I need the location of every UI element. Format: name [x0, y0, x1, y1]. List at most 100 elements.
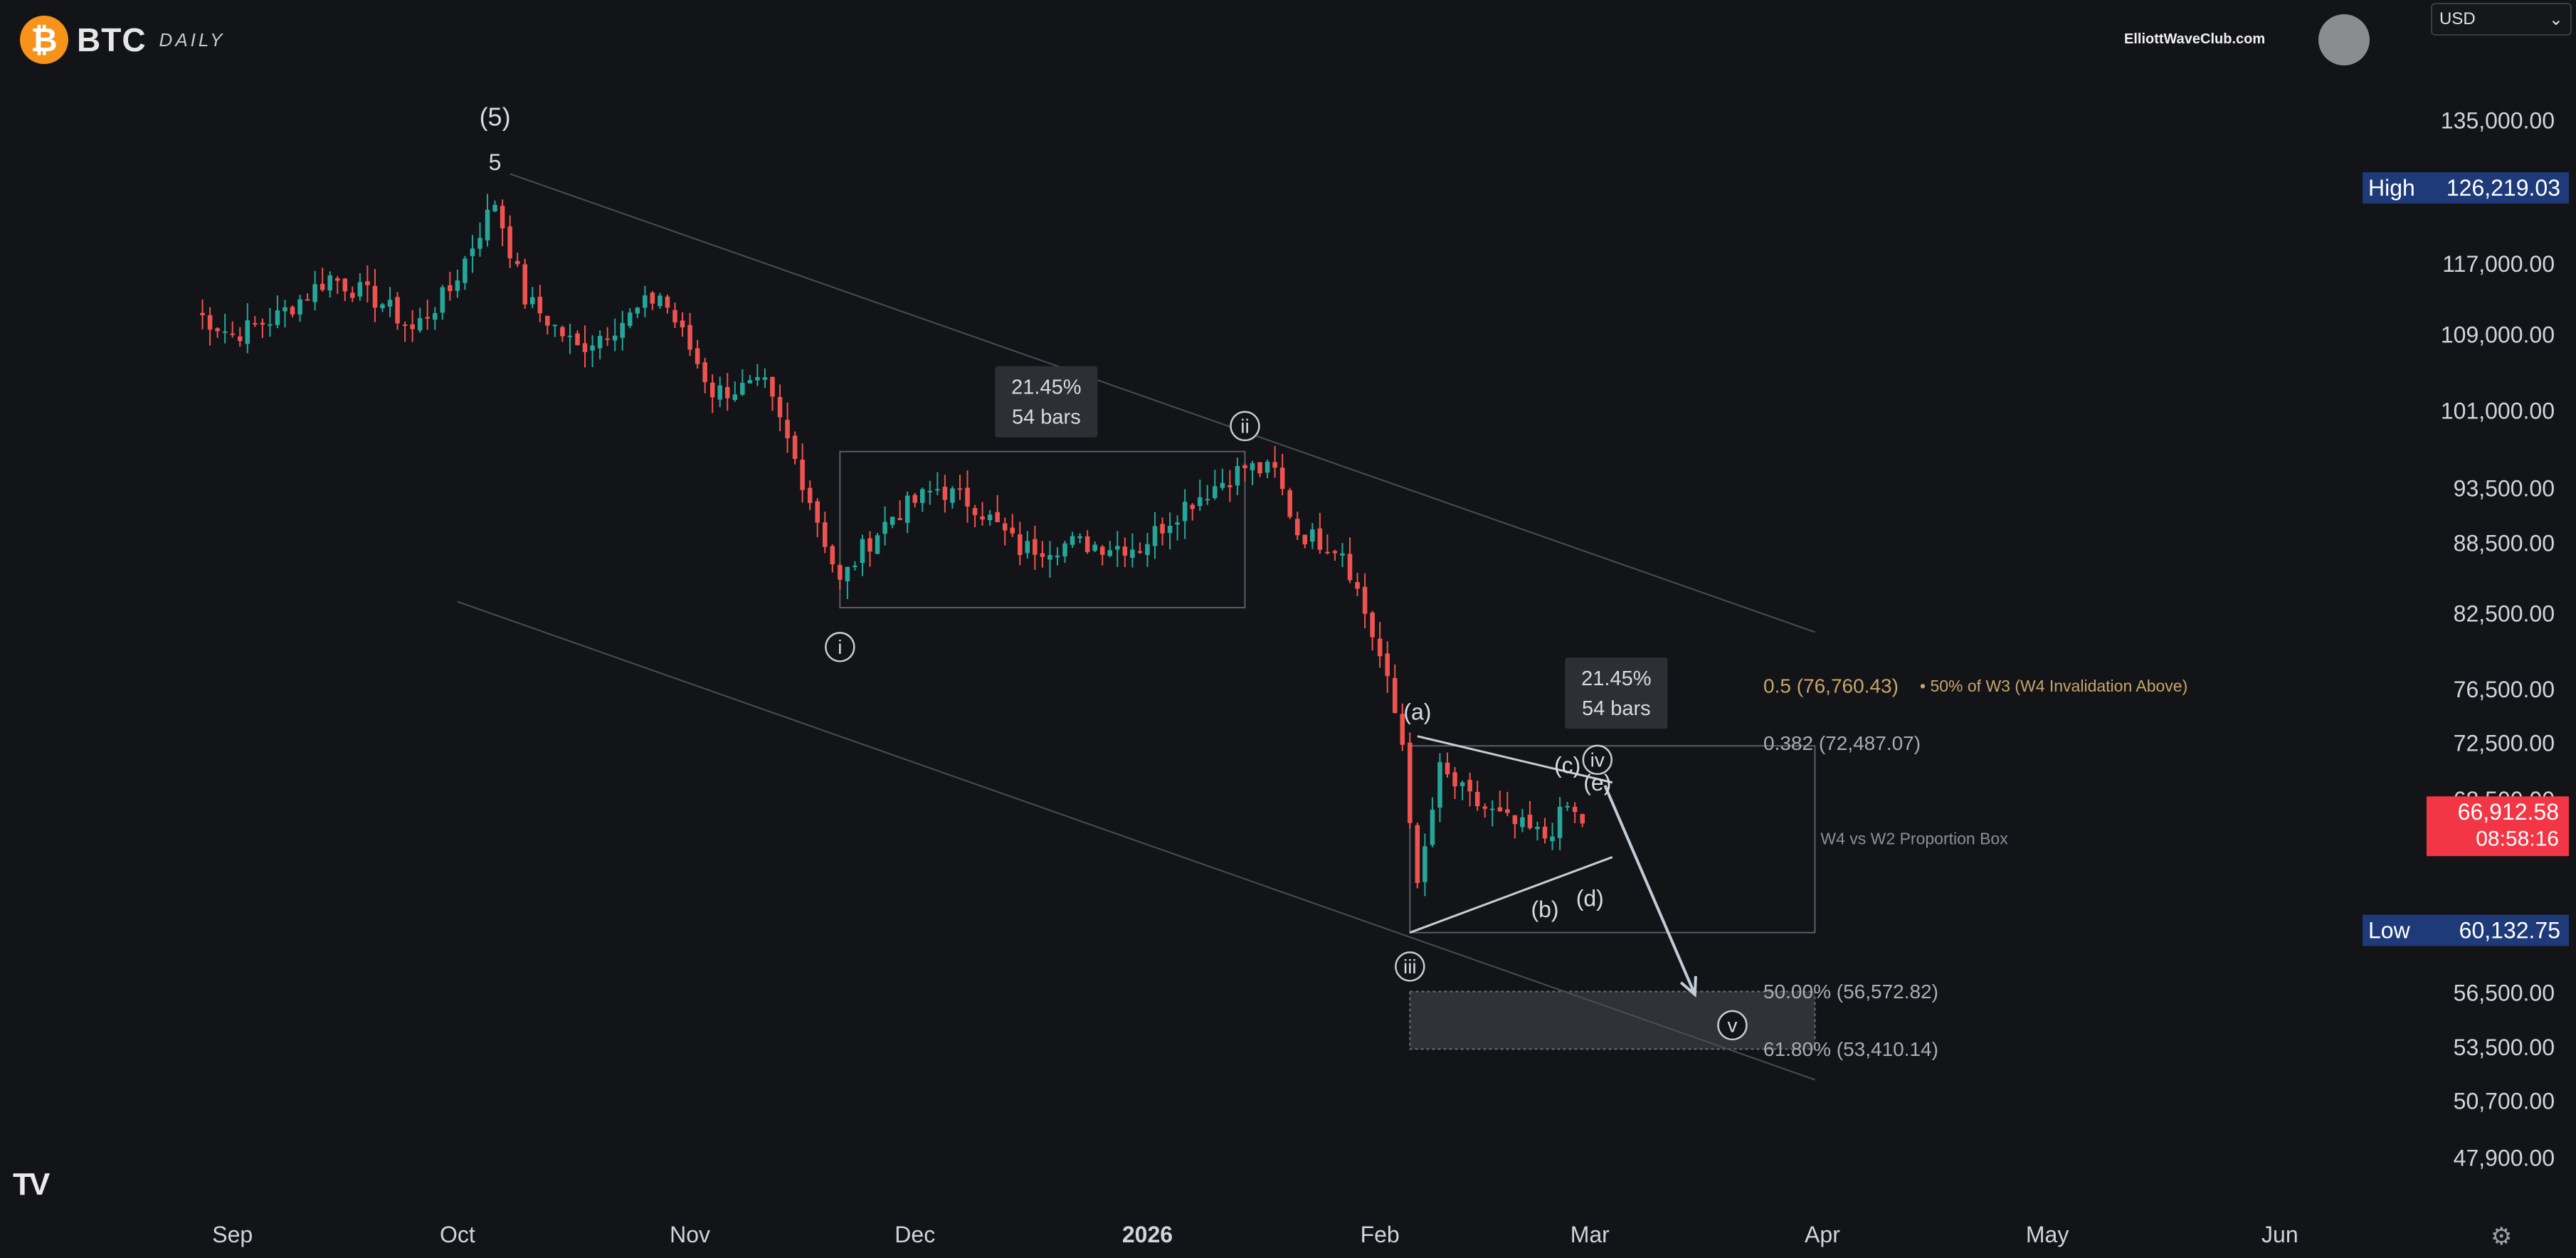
candle-body — [1400, 714, 1405, 745]
candle-body — [275, 310, 280, 325]
candle-body — [980, 516, 985, 520]
x-axis-tick-label: Apr — [1805, 1222, 1840, 1247]
candle-body — [253, 323, 258, 325]
fib-level-note: • 50% of W3 (W4 Invalidation Above) — [1920, 677, 2187, 695]
candle-body — [1279, 467, 1285, 490]
triangle-lower-line — [1409, 856, 1613, 934]
candle-body — [1235, 466, 1240, 486]
currency-value: USD — [2439, 9, 2476, 28]
candle-body — [777, 396, 783, 418]
interval-label: DAILY — [159, 28, 226, 51]
candle-body — [838, 565, 843, 580]
wave-label: (d) — [1576, 885, 1604, 911]
candle-body — [470, 248, 475, 256]
symbol-header: ₿ BTC DAILY — [20, 16, 225, 64]
candle-body — [1474, 791, 1480, 807]
candle-body — [890, 517, 895, 525]
candle-body — [1430, 810, 1435, 845]
box-percent-label: 21.45% — [1581, 667, 1651, 690]
candle-body — [1415, 825, 1420, 883]
currency-select[interactable]: USD ⌄ — [2431, 3, 2572, 36]
price-marker-label: High — [2368, 175, 2415, 201]
candle-body — [702, 362, 707, 383]
candle-body — [1385, 653, 1390, 677]
candle-body — [957, 488, 963, 490]
y-axis-tick-label: 53,500.00 — [2454, 1035, 2555, 1060]
candle-body — [1497, 807, 1503, 812]
gear-icon[interactable]: ⚙ — [2491, 1223, 2513, 1250]
candle-body — [514, 260, 520, 265]
candle-body — [560, 327, 565, 337]
candle-body — [770, 376, 775, 397]
wave-label: iii — [1403, 956, 1417, 978]
candle-body — [230, 333, 235, 335]
candle-body — [402, 324, 408, 327]
candle-body — [1572, 806, 1578, 813]
candle-body — [1580, 814, 1585, 824]
current-price-label: 66,912.58 — [2458, 799, 2559, 825]
candle-body — [665, 296, 670, 308]
candle-body — [1205, 499, 1210, 501]
candle-body — [590, 345, 595, 351]
x-axis-tick-label: Mar — [1571, 1222, 1610, 1247]
candle-body — [965, 487, 970, 507]
candle-body — [492, 204, 497, 211]
candle-body — [1535, 827, 1540, 830]
candle-body — [1392, 677, 1398, 714]
candle-body — [762, 377, 768, 380]
candle-body — [785, 419, 790, 438]
candle-body — [237, 336, 243, 342]
wave-label: (c) — [1554, 753, 1580, 778]
candle-body — [417, 318, 423, 331]
candle-body — [1077, 536, 1082, 539]
candle-body — [582, 343, 588, 352]
candle-body — [1355, 582, 1360, 589]
candle-body — [207, 314, 213, 330]
wave-label: ii — [1240, 415, 1249, 437]
candle-body — [1467, 780, 1472, 792]
wave-label: (b) — [1531, 897, 1558, 922]
candle-body — [717, 385, 723, 400]
candle-body — [1542, 826, 1548, 839]
candle-body — [935, 489, 940, 491]
candle-body — [920, 489, 925, 503]
candle-body — [290, 307, 295, 314]
candle-body — [334, 278, 340, 281]
target-zone — [1409, 990, 1816, 1050]
candle-body — [455, 280, 460, 291]
candle-body — [1459, 782, 1465, 786]
box-stats-badge — [1565, 657, 1668, 729]
candle-body — [1040, 553, 1045, 557]
candle-body — [440, 287, 445, 313]
candle-body — [305, 299, 310, 301]
y-axis-tick-label: 93,500.00 — [2454, 475, 2555, 501]
candle-body — [477, 238, 482, 249]
candle-body — [1362, 586, 1368, 614]
candle-body — [740, 383, 745, 395]
chevron-down-icon: ⌄ — [2548, 9, 2563, 29]
x-axis-tick-label: Nov — [670, 1222, 710, 1247]
candle-body — [1018, 534, 1023, 556]
y-axis-tick-label: 50,700.00 — [2454, 1089, 2555, 1114]
candle-body — [747, 380, 753, 384]
candle-body — [245, 320, 250, 344]
candle-body — [297, 299, 302, 314]
candle-body — [897, 518, 902, 520]
x-axis-tick-label: May — [2026, 1222, 2069, 1247]
candle-body — [1002, 523, 1008, 531]
elliottwave-logo-icon — [2318, 14, 2370, 65]
candle-body — [643, 295, 648, 308]
price-marker-badge — [2363, 914, 2569, 946]
candle-body — [1033, 539, 1038, 555]
candle-body — [672, 310, 677, 323]
candle-body — [387, 300, 393, 307]
candle-body — [1167, 526, 1173, 534]
candle-body — [537, 296, 543, 314]
candle-body — [860, 539, 865, 564]
candle-body — [260, 322, 265, 325]
candle-body — [380, 304, 385, 309]
candle-body — [1099, 546, 1105, 555]
channel-lower-line — [457, 601, 1815, 1081]
